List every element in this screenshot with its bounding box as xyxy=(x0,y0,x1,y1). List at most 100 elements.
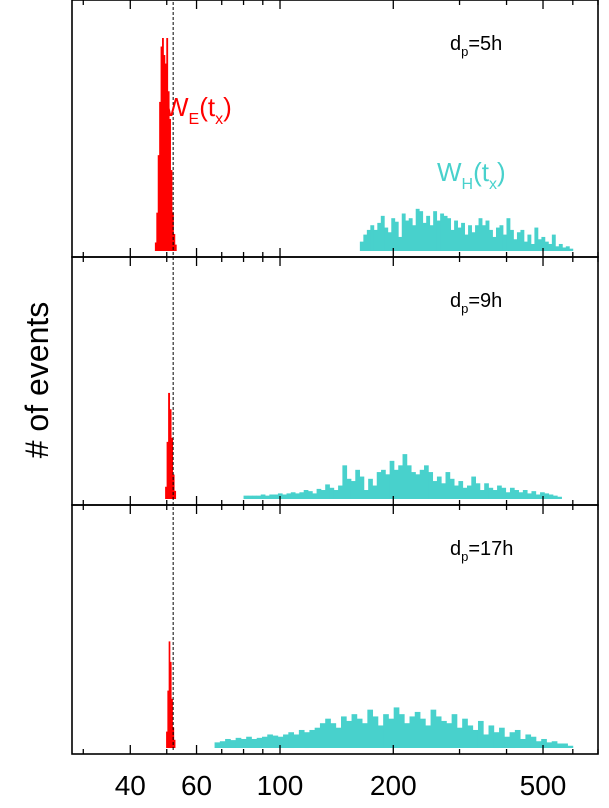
bar-wh-1-11 xyxy=(398,236,403,251)
bar-wh-3-8 xyxy=(256,737,263,748)
bar-wh-2-70 xyxy=(544,493,550,499)
bar-wh-2-18 xyxy=(320,490,326,499)
bar-we-1-3 xyxy=(159,101,161,252)
bar-wh-1-46 xyxy=(520,229,525,251)
bar-wh-2-38 xyxy=(406,465,412,499)
bar-wh-1-40 xyxy=(499,225,504,251)
bar-wh-1-16 xyxy=(415,208,420,251)
bar-wh-1-0 xyxy=(359,241,364,251)
bar-wh-3-59 xyxy=(525,734,532,748)
bar-we-1-5 xyxy=(162,38,164,251)
bar-wh-2-49 xyxy=(454,485,459,499)
x-tick-label-100: 100 xyxy=(257,770,304,801)
bar-wh-1-60 xyxy=(569,248,574,251)
bar-we-1-6 xyxy=(163,55,166,251)
bar-wh-1-17 xyxy=(419,211,424,251)
bar-we-3-6 xyxy=(173,739,176,748)
bar-wh-2-33 xyxy=(385,474,391,499)
bar-wh-1-49 xyxy=(530,243,535,251)
bar-wh-2-28 xyxy=(363,490,369,499)
bar-we-1-13 xyxy=(173,233,176,251)
bar-wh-2-22 xyxy=(338,485,343,499)
bar-wh-1-5 xyxy=(377,222,382,251)
bar-we-1-1 xyxy=(156,212,159,251)
x-tick-label-40: 40 xyxy=(115,770,146,801)
bar-wh-2-17 xyxy=(316,488,322,499)
bar-we-1-11 xyxy=(170,170,173,251)
panel-frame-1 xyxy=(71,0,599,258)
bar-wh-2-51 xyxy=(462,487,468,499)
bar-we-2-5 xyxy=(172,474,175,499)
panel-2 xyxy=(165,392,562,499)
bar-wh-1-10 xyxy=(394,221,399,251)
bar-wh-3-7 xyxy=(251,738,258,748)
bar-wh-2-25 xyxy=(350,481,356,499)
bar-wh-1-31 xyxy=(468,225,472,251)
bar-wh-3-35 xyxy=(398,714,405,748)
bar-wh-3-44 xyxy=(446,723,453,748)
bar-we-3-3 xyxy=(169,661,172,748)
bar-wh-1-41 xyxy=(502,234,507,251)
bar-we-3-0 xyxy=(166,731,168,748)
bar-wh-3-22 xyxy=(330,723,337,748)
bar-we-1-10 xyxy=(169,118,171,251)
bar-wh-2-69 xyxy=(540,492,545,499)
bar-wh-3-19 xyxy=(314,727,321,748)
bar-we-3-4 xyxy=(171,698,173,748)
bar-wh-3-10 xyxy=(267,734,273,748)
bar-wh-1-19 xyxy=(426,215,431,251)
bar-we-1-0 xyxy=(154,242,157,251)
bar-wh-3-12 xyxy=(277,736,284,748)
bar-wh-1-30 xyxy=(464,234,469,251)
bar-wh-1-7 xyxy=(384,227,389,251)
bar-wh-1-15 xyxy=(412,225,417,251)
bar-wh-2-6 xyxy=(269,494,275,499)
bar-wh-1-53 xyxy=(544,241,549,251)
bar-wh-1-9 xyxy=(391,218,396,251)
bar-wh-3-17 xyxy=(304,732,310,749)
bar-wh-2-3 xyxy=(256,495,262,499)
bar-wh-3-18 xyxy=(309,729,316,748)
bar-wh-1-57 xyxy=(558,243,563,251)
bar-wh-2-54 xyxy=(475,483,481,499)
bar-wh-3-3 xyxy=(230,740,237,748)
bar-wh-2-26 xyxy=(355,469,360,499)
bar-wh-2-40 xyxy=(415,474,421,499)
bar-wh-3-42 xyxy=(435,716,442,748)
bar-wh-2-7 xyxy=(273,494,279,499)
bar-wh-3-56 xyxy=(509,732,516,749)
bar-wh-3-27 xyxy=(356,718,363,748)
bar-wh-1-58 xyxy=(562,247,567,251)
panel-3 xyxy=(166,641,574,749)
bar-wh-3-26 xyxy=(351,714,358,748)
bar-wh-2-0 xyxy=(243,495,249,499)
bar-wh-3-39 xyxy=(420,718,426,748)
bar-wh-2-30 xyxy=(372,485,378,499)
bar-wh-3-65 xyxy=(557,743,563,748)
bar-wh-3-4 xyxy=(235,737,242,748)
bar-wh-1-20 xyxy=(429,225,434,251)
bar-we-1-2 xyxy=(157,155,160,251)
bar-wh-3-6 xyxy=(246,736,252,748)
bar-wh-3-57 xyxy=(514,729,521,748)
bar-we-1-14 xyxy=(174,244,177,251)
bar-wh-3-47 xyxy=(462,718,468,748)
bar-wh-1-51 xyxy=(537,239,542,251)
bar-wh-2-72 xyxy=(552,495,558,499)
bar-wh-1-52 xyxy=(541,236,546,251)
bar-wh-2-48 xyxy=(449,478,455,499)
bar-wh-2-24 xyxy=(346,478,352,499)
bar-wh-1-32 xyxy=(471,232,476,251)
bar-wh-1-26 xyxy=(450,229,455,251)
bar-wh-1-2 xyxy=(366,229,371,251)
bar-wh-1-29 xyxy=(461,222,465,251)
bar-wh-2-23 xyxy=(342,465,348,499)
bar-wh-1-43 xyxy=(509,229,514,251)
bar-wh-2-14 xyxy=(303,490,309,499)
bar-wh-2-13 xyxy=(299,492,305,499)
bar-wh-2-59 xyxy=(497,485,502,499)
bar-we-2-2 xyxy=(168,392,171,499)
bar-wh-2-68 xyxy=(535,494,541,499)
bar-wh-1-39 xyxy=(496,227,500,251)
